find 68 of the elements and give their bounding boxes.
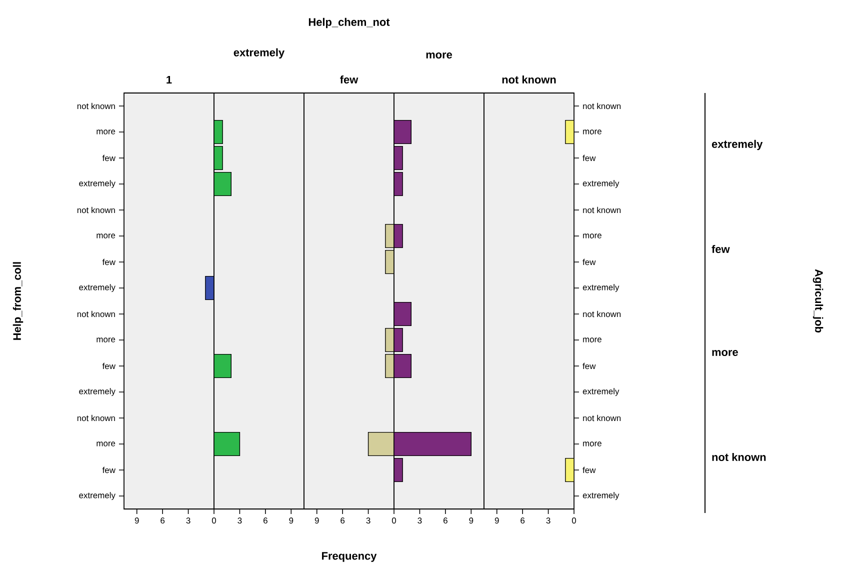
x-tick-label: 3 (418, 518, 422, 524)
chart-title: 1 (166, 76, 172, 84)
y-tick-label: few (102, 466, 116, 474)
y-tick-label: more (96, 338, 116, 342)
y-tick-label: extremely (582, 284, 620, 292)
text: few (712, 244, 730, 254)
x-tick-label: 3 (366, 518, 370, 524)
bar (394, 120, 412, 144)
x-tick-label: 6 (160, 518, 165, 524)
x-tick-label: 9 (494, 518, 499, 524)
y-tick-label: not known (77, 414, 115, 422)
text: Help_chem_not (308, 18, 390, 28)
x-tick-label: 3 (238, 518, 242, 524)
x-tick-label: 9 (289, 518, 294, 524)
y-tick-label: extremely (79, 388, 116, 396)
y-tick-label: more (583, 442, 602, 446)
bar (214, 172, 232, 196)
y-tick-label: few (582, 362, 596, 370)
x-tick-label: 6 (264, 518, 268, 524)
y-tick-label: few (102, 362, 116, 370)
text: not known (712, 452, 766, 462)
y-tick-label: extremely (79, 180, 116, 188)
y-tick-label: not known (77, 310, 115, 318)
x-tick-label: 9 (134, 518, 139, 524)
x-tick-label: 3 (546, 518, 550, 524)
y-tick-label: few (582, 466, 596, 474)
x-tick-label: 3 (186, 518, 190, 524)
chart-title: few (340, 75, 358, 84)
x-tick-label: 0 (212, 518, 216, 524)
y-tick-label: few (102, 258, 116, 266)
y-tick-label: more (96, 130, 116, 134)
x-tick-label: 0 (392, 518, 396, 524)
y-tick-label: not known (77, 102, 115, 110)
text: extremely (712, 140, 763, 150)
y-tick-label: not known (583, 414, 621, 422)
y-tick-label: extremely (79, 284, 116, 292)
y-tick-label: few (582, 154, 596, 162)
chart-title: more (426, 52, 452, 59)
x-tick-label: 0 (572, 518, 576, 524)
x-tick-label: 6 (444, 518, 448, 524)
y-tick-label: extremely (79, 492, 116, 500)
bar (214, 432, 240, 456)
y-tick-label: few (582, 258, 596, 266)
y-tick-label: not known (583, 102, 621, 110)
bar (214, 354, 232, 378)
x-tick-label: 9 (314, 518, 319, 524)
y-tick-label: not known (583, 206, 621, 214)
text: more (712, 350, 738, 356)
chart-title: extremely (234, 48, 285, 58)
y-axis-title: Help_from_coll (12, 262, 24, 340)
y-tick-label: extremely (582, 492, 620, 500)
x-axis-title: Frequency (322, 552, 377, 562)
y-tick-label: not known (583, 310, 621, 318)
y-tick-label: extremely (582, 388, 620, 396)
y2-axis-title: Agricult_job (812, 269, 824, 333)
y-tick-label: more (583, 234, 602, 238)
y-tick-label: not known (77, 206, 115, 214)
y-tick-label: more (96, 234, 116, 238)
chart-title: not known (502, 75, 556, 84)
y-tick-label: more (583, 338, 602, 342)
y-tick-label: more (583, 130, 602, 134)
bar (394, 302, 412, 326)
x-tick-label: 6 (340, 518, 345, 524)
y-tick-label: extremely (582, 180, 620, 188)
y-tick-label: few (102, 154, 116, 162)
x-tick-label: 6 (520, 518, 525, 524)
x-tick-label: 9 (469, 518, 474, 524)
y-tick-label: more (96, 442, 116, 446)
